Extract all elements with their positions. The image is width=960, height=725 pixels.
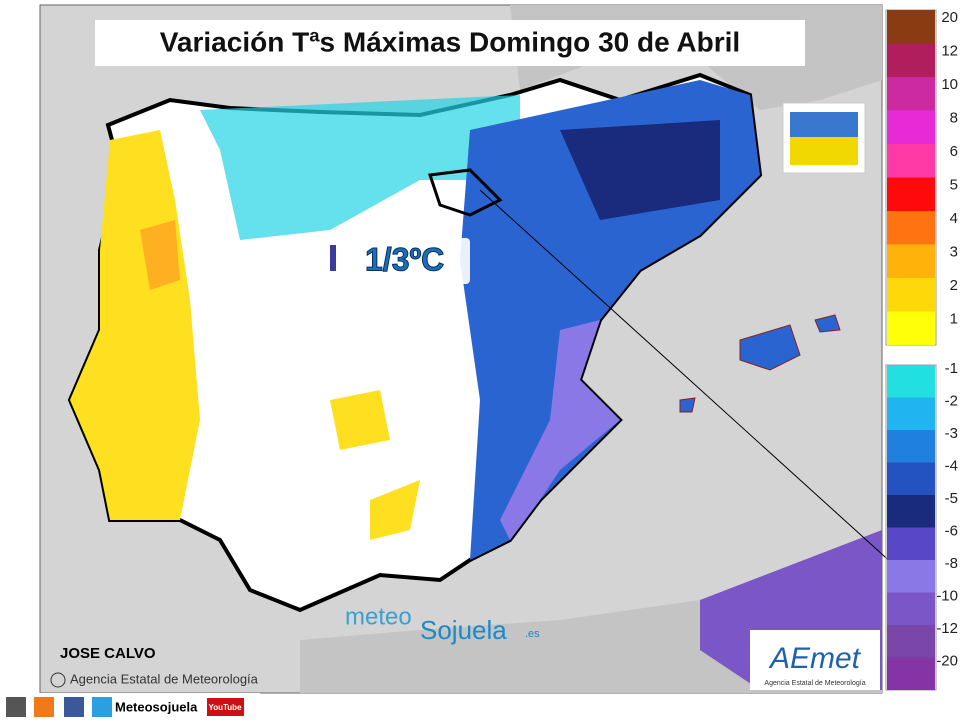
legend-swatch: [887, 560, 935, 593]
legend-swatch: [887, 365, 935, 398]
icon-facebook[interactable]: [64, 697, 84, 717]
copyright-icon: [50, 672, 66, 688]
la-rioja: [427, 168, 503, 217]
legend-swatch: [887, 397, 935, 430]
legend-swatch: [887, 625, 935, 658]
legend-label: -20: [936, 652, 958, 669]
baleares: [739, 324, 801, 371]
legend-label: 3: [950, 243, 958, 260]
flag-yellow: [790, 137, 858, 165]
legend-label: 1: [950, 310, 958, 327]
legend-label: -8: [945, 555, 958, 572]
icon-twitter[interactable]: [92, 697, 112, 717]
legend-swatch: [887, 211, 935, 245]
legend-swatch: [887, 430, 935, 463]
title: Variación Tªs Máximas Domingo 30 de Abri…: [160, 26, 740, 57]
thermometer: [330, 245, 336, 271]
legend-swatch: [887, 244, 935, 278]
icon-instagram[interactable]: [6, 697, 26, 717]
cold-north: [200, 95, 520, 240]
logo-es: .es: [525, 628, 540, 640]
legend-swatch: [887, 592, 935, 625]
youtube-box[interactable]: [207, 698, 244, 716]
legend-swatch: [887, 527, 935, 560]
agency: Agencia Estatal de Meteorología: [70, 671, 259, 686]
warm-south: [370, 480, 420, 540]
legend-swatch: [887, 278, 935, 312]
warm-center: [330, 390, 390, 450]
legend-swatch: [887, 10, 935, 44]
aemet-sub: Agencia Estatal de Meteorología: [764, 680, 865, 687]
legend-swatch: [887, 177, 935, 211]
legend-label: 8: [950, 109, 958, 126]
annotation-box: [308, 238, 470, 284]
legend-label: -5: [945, 490, 958, 507]
legend-swatch: [887, 144, 935, 178]
title-box: [95, 20, 805, 66]
legend-label: 12: [941, 42, 958, 59]
menorca: [814, 314, 841, 333]
footer-site[interactable]: Meteosojuela: [115, 699, 198, 714]
flag-blue: [790, 112, 858, 137]
cold-pyrenees: [560, 120, 720, 220]
legend-label: 5: [950, 176, 958, 193]
legend-label: -3: [945, 425, 958, 442]
legend-label: 10: [941, 76, 958, 93]
legend-swatch: [887, 462, 935, 495]
legend-label: -4: [945, 457, 958, 474]
legend-label: -6: [945, 522, 958, 539]
pointer-line: [479, 189, 906, 576]
legend-swatch: [887, 77, 935, 111]
ibiza: [679, 397, 696, 413]
legend-swatch: [887, 311, 935, 345]
legend-label: -12: [936, 620, 958, 637]
logo-meteo: meteo: [345, 603, 412, 630]
legend-swatch: [887, 657, 935, 690]
legend-label: 20: [941, 9, 958, 26]
legend-label: 6: [950, 143, 958, 160]
footer-youtube[interactable]: YouTube: [208, 703, 242, 712]
author: JOSE CALVO: [60, 645, 156, 662]
legend-swatch: [887, 110, 935, 144]
legend-label: -10: [936, 587, 958, 604]
aemet-logo: AEmet: [768, 642, 862, 675]
icon-blogger[interactable]: [34, 697, 54, 717]
cold-coast: [500, 320, 620, 540]
legend-label: 4: [950, 210, 958, 227]
legend-swatch: [887, 495, 935, 528]
legend-label: -1: [945, 360, 958, 377]
legend-label: -2: [945, 392, 958, 409]
legend-swatch: [887, 43, 935, 77]
legend-label: 2: [950, 277, 958, 294]
logo-sojuela: Sojuela: [420, 615, 507, 645]
aemet-box: [750, 630, 880, 690]
legend: 20 12 10 8 6 5 4 3 2 1 -1 -2 -3 -4 -5 -6 -8 -10 -12 -20: [885, 9, 958, 691]
warm-core: [140, 220, 180, 290]
annotation: 1/3ºC: [365, 241, 444, 277]
